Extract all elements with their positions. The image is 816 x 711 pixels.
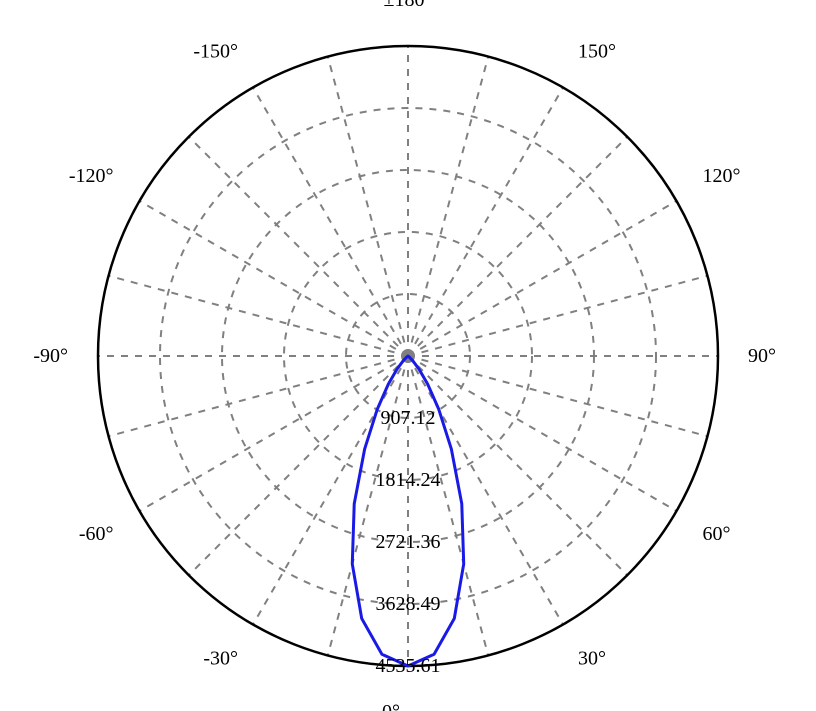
radial-tick-label: 4535.61: [376, 655, 441, 677]
angle-tick-label: -150°: [193, 41, 238, 63]
polar-chart: 907.12 1814.24 2721.36 3628.49 4535.61 ±180° 1…: [0, 0, 816, 711]
radial-tick-label: 2721.36: [376, 531, 441, 553]
angle-tick-label: -60°: [79, 523, 114, 545]
radial-tick-label: 3628.49: [376, 593, 441, 615]
angle-tick-label: -30°: [203, 647, 238, 669]
angle-tick-label: 60°: [702, 523, 730, 545]
angle-tick-label: 0°: [382, 701, 400, 711]
angle-tick-label: ±180°: [384, 0, 433, 11]
angle-tick-label: -120°: [69, 165, 114, 187]
radial-tick-label: 907.12: [381, 407, 436, 429]
angle-tick-label: 120°: [702, 165, 740, 187]
angle-tick-label: 150°: [578, 41, 616, 63]
angle-tick-label: -90°: [33, 345, 68, 367]
angle-tick-label: 90°: [748, 345, 776, 367]
angle-tick-label: 30°: [578, 647, 606, 669]
radial-tick-label: 1814.24: [376, 469, 441, 491]
